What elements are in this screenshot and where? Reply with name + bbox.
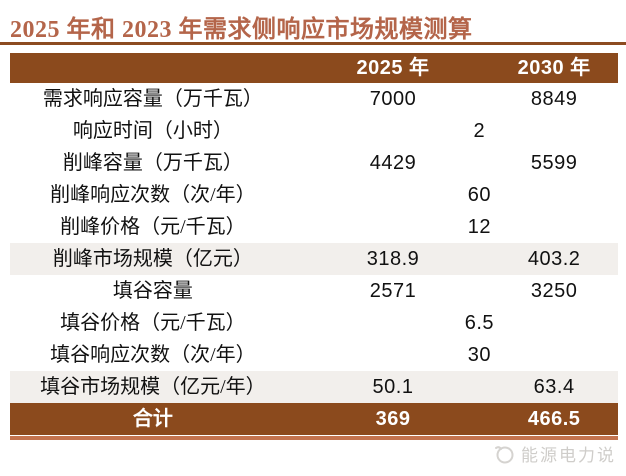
table-row: 削峰容量（万千瓦） 4429 5599 — [10, 147, 618, 179]
table-header-row: 2025 年 2030 年 — [10, 53, 618, 83]
header-label-cell — [10, 53, 296, 83]
row-value-span: 12 — [467, 216, 491, 238]
row-value-2030: 8849 — [530, 88, 578, 110]
page-title: 2025 年和 2023 年需求侧响应市场规模测算 — [10, 17, 473, 43]
table-body: 需求响应容量（万千瓦） 7000 8849 响应时间（小时） 2 削峰容量（万千… — [10, 83, 618, 435]
row-value-2030: 3250 — [530, 280, 578, 302]
logo-circle-icon — [494, 444, 514, 464]
table-row: 合计 369 466.5 — [10, 403, 618, 435]
table-row: 填谷市场规模（亿元/年） 50.1 63.4 — [10, 371, 618, 403]
row-label: 填谷市场规模（亿元/年） — [40, 376, 266, 398]
table-row: 削峰价格（元/千瓦） 12 — [10, 211, 618, 243]
bottom-accent-bar — [10, 436, 618, 440]
row-label: 削峰市场规模（亿元） — [52, 248, 253, 270]
row-value-2025: 7000 — [369, 88, 417, 110]
row-value-2025: 318.9 — [366, 248, 420, 270]
row-label: 响应时间（小时） — [72, 120, 233, 142]
header-2030: 2030 年 — [517, 57, 591, 79]
table-row: 填谷容量 2571 3250 — [10, 275, 618, 307]
row-label: 削峰容量（万千瓦） — [62, 152, 243, 174]
watermark: 能源电力说 — [494, 441, 616, 466]
header-2025: 2025 年 — [356, 57, 430, 79]
row-value-2025: 4429 — [369, 152, 417, 174]
row-label: 削峰价格（元/千瓦） — [60, 216, 246, 238]
row-value-2030: 403.2 — [527, 248, 581, 270]
table-row: 填谷价格（元/千瓦） 6.5 — [10, 307, 618, 339]
table-row: 需求响应容量（万千瓦） 7000 8849 — [10, 83, 618, 115]
table-row: 削峰市场规模（亿元） 318.9 403.2 — [10, 243, 618, 275]
watermark-text: 能源电力说 — [521, 446, 616, 465]
row-value-span: 6.5 — [464, 312, 495, 334]
row-label: 需求响应容量（万千瓦） — [42, 88, 263, 110]
row-label: 填谷价格（元/千瓦） — [60, 312, 246, 334]
row-value-2030: 5599 — [530, 152, 578, 174]
row-label: 填谷容量 — [112, 280, 193, 302]
row-value-span: 60 — [467, 184, 491, 206]
row-label: 填谷响应次数（次/年） — [50, 344, 256, 366]
row-value-span: 30 — [467, 344, 491, 366]
row-value-2030: 466.5 — [527, 408, 581, 430]
row-value-2025: 369 — [375, 408, 411, 430]
table-row: 削峰响应次数（次/年） 60 — [10, 179, 618, 211]
row-value-2025: 50.1 — [372, 376, 414, 398]
row-value-span: 2 — [473, 120, 486, 142]
table-row: 填谷响应次数（次/年） 30 — [10, 339, 618, 371]
market-size-table: 2025 年 2030 年 需求响应容量（万千瓦） 7000 8849 响应时间… — [10, 53, 618, 440]
row-label: 合计 — [132, 408, 173, 430]
row-label: 削峰响应次数（次/年） — [50, 184, 256, 206]
row-value-2025: 2571 — [369, 280, 417, 302]
table-row: 响应时间（小时） 2 — [10, 115, 618, 147]
title-divider — [0, 42, 626, 45]
row-value-2030: 63.4 — [533, 376, 575, 398]
